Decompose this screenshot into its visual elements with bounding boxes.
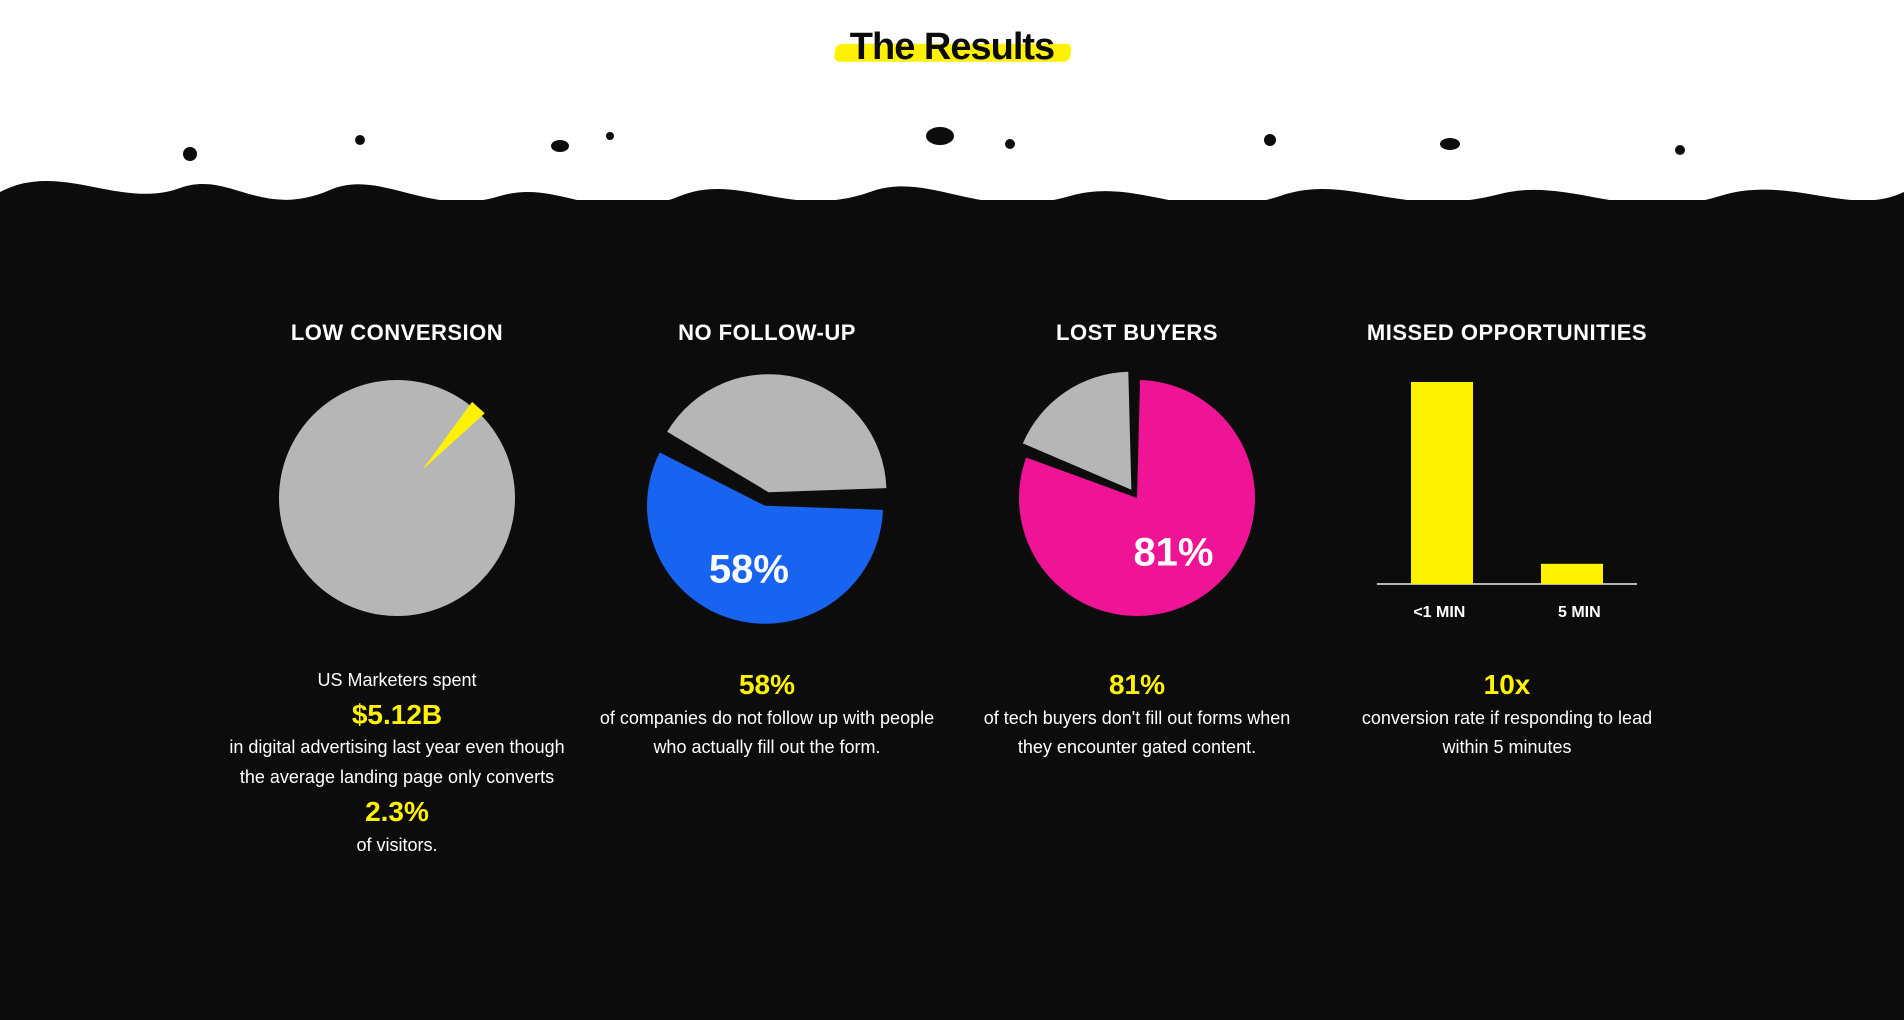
- stat-text: conversion rate if responding to lead wi…: [1337, 704, 1677, 763]
- bar: [1411, 382, 1473, 584]
- pie-slice-label: 58%: [709, 548, 789, 592]
- stat-text: of companies do not follow up with peopl…: [597, 704, 937, 763]
- stat-text: of tech buyers don't fill out forms when…: [967, 704, 1307, 763]
- stat-text: in digital advertising last year even th…: [227, 733, 567, 792]
- column-description: 81%of tech buyers don't fill out forms w…: [967, 666, 1307, 763]
- result-column: LOW CONVERSION US Marketers spent$5.12Bin…: [227, 320, 567, 860]
- column-description: US Marketers spent$5.12Bin digital adver…: [227, 666, 567, 860]
- column-heading: MISSED OPPORTUNITIES: [1337, 320, 1677, 346]
- column-description: 58%of companies do not follow up with pe…: [597, 666, 937, 763]
- column-heading: NO FOLLOW-UP: [597, 320, 937, 346]
- bar-category-label: 5 MIN: [1558, 604, 1601, 622]
- result-column: MISSED OPPORTUNITIES <1 MIN 5 MIN 10xconver…: [1337, 320, 1677, 860]
- chart-box: 58%: [597, 370, 937, 626]
- column-heading: LOW CONVERSION: [227, 320, 567, 346]
- splatter-border: [0, 100, 1904, 240]
- pie-chart: 81%: [995, 356, 1279, 640]
- header-strip: The Results: [0, 0, 1904, 200]
- bar: [1541, 564, 1603, 584]
- result-column: LOST BUYERS81%81%of tech buyers don't fi…: [967, 320, 1307, 860]
- stat-value: 58%: [597, 666, 937, 704]
- stat-value: $5.12B: [227, 696, 567, 734]
- bar-category-label: <1 MIN: [1413, 604, 1465, 622]
- pie-chart: 58%: [625, 356, 909, 640]
- stat-text: of visitors.: [227, 831, 567, 861]
- result-column: NO FOLLOW-UP58%58%of companies do not fo…: [597, 320, 937, 860]
- stat-text: US Marketers spent: [227, 666, 567, 696]
- column-description: 10xconversion rate if responding to lead…: [1337, 666, 1677, 763]
- column-heading: LOST BUYERS: [967, 320, 1307, 346]
- bar-axis-labels: <1 MIN 5 MIN: [1367, 604, 1647, 622]
- stat-value: 10x: [1337, 666, 1677, 704]
- bar-chart: <1 MIN 5 MIN: [1367, 374, 1647, 622]
- page-title: The Results: [844, 26, 1060, 69]
- chart-box: [227, 370, 567, 626]
- pie-slice-label: 81%: [1133, 531, 1213, 575]
- page-title-text: The Results: [850, 26, 1054, 68]
- chart-box: <1 MIN 5 MIN: [1337, 370, 1677, 626]
- pie-pointer-chart: [269, 370, 525, 626]
- results-grid: LOW CONVERSION US Marketers spent$5.12Bin…: [0, 200, 1904, 860]
- page-title-wrap: The Results: [844, 26, 1060, 69]
- stat-value: 2.3%: [227, 793, 567, 831]
- chart-box: 81%: [967, 370, 1307, 626]
- stat-value: 81%: [967, 666, 1307, 704]
